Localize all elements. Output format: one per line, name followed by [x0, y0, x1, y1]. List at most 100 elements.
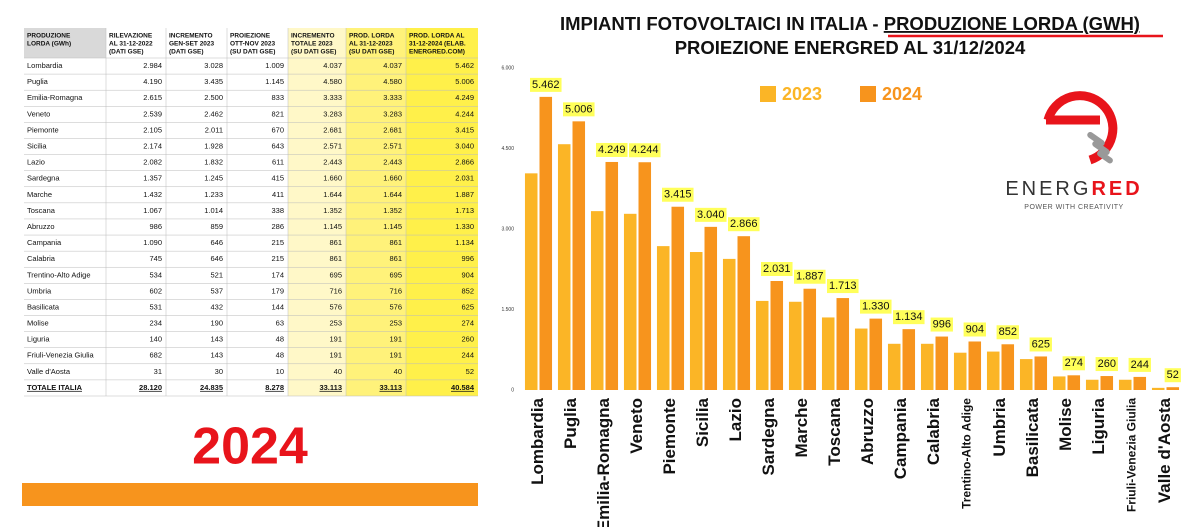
table-cell: 1.330 [455, 222, 474, 231]
data-label-bg [963, 322, 986, 337]
bar [755, 300, 769, 390]
table-cell: 5.006 [455, 77, 474, 86]
data-label-bg [893, 310, 925, 325]
data-label: 625 [1032, 338, 1050, 350]
data-label: 5.462 [532, 79, 560, 91]
logo-tagline: POWER WITH CREATIVITY [1024, 204, 1123, 211]
table-cell: 576 [389, 302, 402, 311]
bar [590, 211, 604, 390]
table-cell: 1.832 [204, 158, 223, 167]
table-cell: 576 [329, 302, 342, 311]
table-header: ENERGRED.COM) [409, 49, 465, 56]
bar [821, 317, 835, 390]
table-cell: 40.584 [451, 383, 475, 392]
data-label: 3.040 [697, 209, 725, 221]
table-header: PROD. LORDA [349, 33, 395, 40]
table-cell: 1.928 [204, 142, 223, 151]
data-label: 4.244 [631, 144, 659, 156]
data-label-bg [728, 217, 760, 232]
table-cell: 1.352 [323, 206, 342, 215]
table-header: LORDA (GWh) [27, 41, 71, 48]
x-tick-label: Sardegna [759, 397, 778, 475]
x-tick-label: Marche [792, 398, 811, 458]
logo-name-a: ENERG [1005, 178, 1091, 200]
bar [935, 336, 949, 390]
table-cell: 2.571 [383, 142, 402, 151]
table-header: OTT-NOV 2023 [230, 41, 276, 48]
table-cell: 48 [276, 351, 284, 360]
table-cell: Calabria [27, 254, 56, 263]
table-header: PROIEZIONE [230, 33, 271, 40]
table-cell: 625 [461, 302, 474, 311]
year-label: 2024 [192, 418, 308, 476]
x-tick-label: Trentino-Alto Adige [960, 398, 974, 509]
table-cell: 716 [389, 286, 402, 295]
table-cell: 534 [149, 270, 162, 279]
table-cell: TOTALE ITALIA [27, 383, 83, 392]
legend-label: 2024 [882, 84, 922, 104]
table-cell: 531 [149, 302, 162, 311]
table-header: PRODUZIONE [27, 33, 71, 40]
table-cell: Piemonte [27, 125, 59, 134]
table-cell: 415 [271, 174, 284, 183]
x-tick-label: Basilicata [1023, 397, 1042, 477]
table-cell: 52 [466, 367, 474, 376]
table-cell: 2.500 [204, 93, 223, 102]
table-cell: Umbria [27, 286, 52, 295]
table-cell: 48 [276, 335, 284, 344]
x-tick-label: Umbria [990, 397, 1009, 456]
bar [605, 161, 619, 390]
table-cell: 2.615 [143, 93, 162, 102]
table-header: INCREMENTO [169, 33, 213, 40]
bar [854, 328, 868, 390]
table-cell: 4.249 [455, 93, 474, 102]
table-cell: 10 [276, 367, 284, 376]
data-label-bg [827, 279, 859, 294]
data-label-bg [629, 143, 661, 158]
x-tick-label: Friuli-Venezia Giulia [1125, 398, 1139, 512]
bar [887, 343, 901, 390]
bar [902, 329, 916, 390]
x-tick-label: Emilia-Romagna [594, 397, 613, 527]
table-cell: 2.681 [383, 125, 402, 134]
table-header: (DATI GSE) [109, 49, 144, 56]
table-cell: 1.067 [143, 206, 162, 215]
table-cell: 3.283 [323, 109, 342, 118]
table-cell: 191 [389, 351, 402, 360]
y-tick-label: 0 [511, 387, 514, 393]
bar [1034, 356, 1048, 390]
table-cell: Molise [27, 319, 49, 328]
table-cell: 716 [329, 286, 342, 295]
table-cell: 521 [210, 270, 223, 279]
data-label-bg [996, 325, 1019, 340]
bar [572, 121, 586, 390]
data-label: 52 [1167, 369, 1179, 381]
table-cell: 1.357 [143, 174, 162, 183]
bar [1118, 379, 1132, 390]
logo-bulb [1097, 150, 1113, 164]
data-label: 852 [999, 326, 1017, 338]
table-cell: Lazio [27, 158, 45, 167]
table-cell: 286 [271, 222, 284, 231]
data-label-bg [1095, 357, 1118, 372]
table-cell: 30 [215, 367, 223, 376]
x-tick-label: Piemonte [660, 398, 679, 475]
table-cell: Trentino-Alto Adige [27, 270, 91, 279]
bar [1001, 344, 1015, 390]
bar [1067, 375, 1081, 390]
data-label: 1.330 [862, 301, 890, 313]
data-label-bg [930, 317, 953, 332]
header-bg [24, 28, 106, 58]
table-cell: 4.190 [143, 77, 162, 86]
table-cell: 643 [271, 142, 284, 151]
bar [803, 288, 817, 390]
bar [1019, 359, 1033, 390]
table-header: (DATI GSE) [169, 49, 204, 56]
table-cell: 1.090 [143, 238, 162, 247]
table-header: AL 31-12-2023 [349, 41, 393, 48]
table-cell: 2.082 [143, 158, 162, 167]
data-label-bg [860, 299, 892, 314]
table-cell: 4.580 [383, 77, 402, 86]
data-label-bg [1164, 368, 1181, 383]
data-label: 996 [933, 318, 951, 330]
